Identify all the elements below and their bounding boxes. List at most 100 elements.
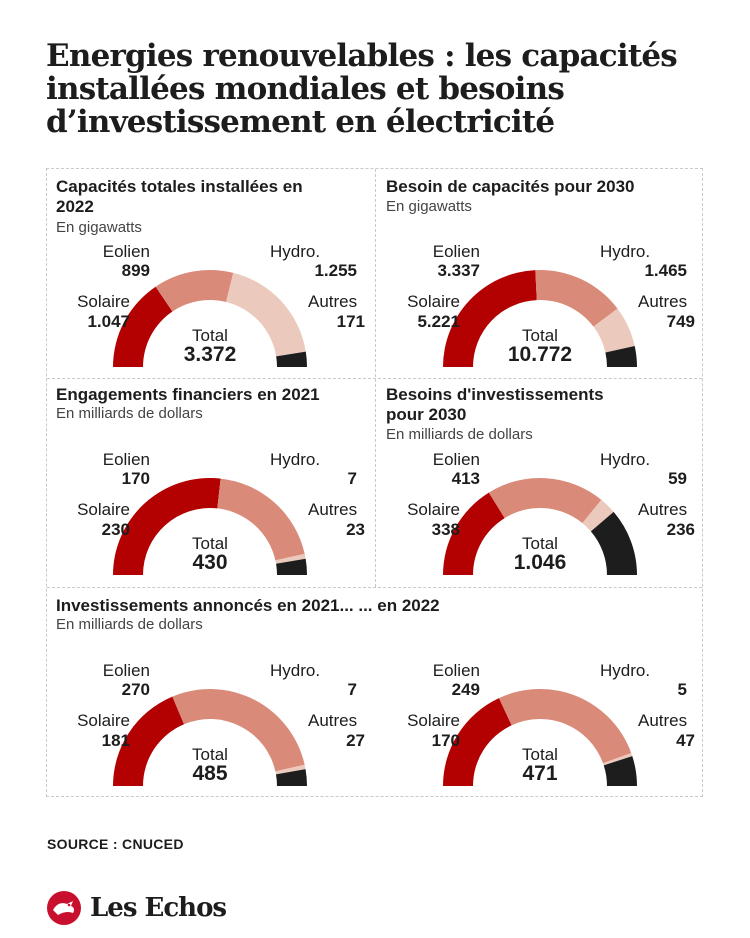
donut-slice-solaire [113, 286, 173, 367]
chart-panel-besoin-2030: Solaire 5.221 Eolien 3.337 Hydro. 1.465 Autres… [376, 240, 704, 380]
donut-slice-autres [275, 769, 307, 786]
les-echos-logo-icon [47, 891, 81, 925]
half-donut-chart [443, 270, 637, 367]
slice-label-solaire: Solaire [77, 711, 130, 730]
panel-subtitle-investissements-annonces: En milliards de dollars [56, 616, 203, 633]
half-donut-chart [113, 270, 307, 367]
donut-slice-autres [603, 756, 637, 786]
slice-value-autres: 749 [666, 312, 695, 331]
chart-panel-engagements-2021: Solaire 230 Eolien 170 Hydro. 7 Autres 23 Total 4… [46, 448, 374, 588]
slice-value-hydro: 7 [347, 680, 357, 699]
half-donut-chart [113, 478, 307, 575]
panel-subtitle-besoins-invest-2030: En milliards de dollars [386, 426, 533, 443]
total-value: 430 [192, 551, 228, 574]
slice-value-solaire: 230 [101, 520, 130, 539]
slice-label-hydro: Hydro. [600, 242, 651, 261]
slice-label-autres: Autres [308, 711, 358, 730]
slice-value-hydro: 1.255 [314, 261, 357, 280]
panel-title-capacites-2022: Capacités totales installées en 2022 [56, 177, 303, 216]
total-label: Total [522, 534, 558, 553]
grid-divider [47, 587, 702, 588]
slice-value-autres: 27 [346, 731, 365, 750]
slice-value-autres: 47 [676, 731, 695, 750]
total-label: Total [192, 326, 228, 345]
slice-label-hydro: Hydro. [600, 661, 651, 680]
slice-value-autres: 236 [666, 520, 695, 539]
half-donut-chart [443, 478, 637, 575]
grid-divider [47, 378, 702, 379]
donut-slice-solaire [443, 492, 505, 575]
total-label: Total [522, 326, 558, 345]
total-label: Total [522, 745, 558, 764]
chart-title: Energies renouvelables : les capacités i… [46, 38, 678, 140]
donut-slice-solaire [443, 270, 537, 367]
total-value: 485 [192, 762, 228, 785]
chart-panel-annonces-2022: Solaire 170 Eolien 249 Hydro. 5 Autres 47 Total 4… [376, 659, 704, 799]
donut-slice-autres [276, 558, 307, 575]
slice-value-autres: 23 [346, 520, 365, 539]
slice-value-autres: 171 [336, 312, 365, 331]
slice-value-eolien: 899 [121, 261, 150, 280]
panel-title-engagements-2021: Engagements financiers en 2021 [56, 385, 320, 404]
total-label: Total [192, 745, 228, 764]
slice-label-hydro: Hydro. [600, 450, 651, 469]
slice-label-eolien: Eolien [432, 450, 480, 469]
slice-label-eolien: Eolien [102, 242, 150, 261]
slice-value-solaire: 170 [431, 731, 460, 750]
slice-value-eolien: 249 [451, 680, 480, 699]
slice-label-hydro: Hydro. [270, 661, 321, 680]
slice-label-hydro: Hydro. [270, 242, 321, 261]
slice-label-solaire: Solaire [77, 500, 130, 519]
total-value: 10.772 [507, 343, 573, 366]
donut-slice-hydro [275, 553, 306, 564]
slice-value-hydro: 1.465 [644, 261, 687, 280]
slice-label-eolien: Eolien [102, 450, 150, 469]
total-value: 3.372 [183, 343, 237, 366]
slice-label-eolien: Eolien [102, 661, 150, 680]
donut-slice-autres [605, 345, 637, 367]
slice-label-solaire: Solaire [77, 292, 130, 311]
total-value: 1.046 [513, 551, 567, 574]
donut-slice-hydro [603, 753, 633, 766]
chart-panel-annonces-2021: Solaire 181 Eolien 270 Hydro. 7 Autres 27 Total 4… [46, 659, 374, 799]
chart-grid [46, 168, 703, 797]
slice-value-hydro: 5 [677, 680, 687, 699]
slice-label-solaire: Solaire [407, 500, 460, 519]
chart-panel-capacites-2022: Solaire 1.047 Eolien 899 Hydro. 1.255 Autres 17… [46, 240, 374, 380]
donut-slice-solaire [113, 696, 185, 786]
panel-title-investissements-annonces: Investissements annoncés en 2021... ... … [56, 596, 440, 615]
slice-value-eolien: 270 [121, 680, 150, 699]
slice-label-eolien: Eolien [432, 661, 480, 680]
slice-value-eolien: 170 [121, 469, 150, 488]
slice-value-solaire: 1.047 [87, 312, 130, 331]
total-label: Total [192, 534, 228, 553]
donut-slice-solaire [443, 698, 512, 786]
slice-value-eolien: 3.337 [437, 261, 480, 280]
slice-value-hydro: 59 [668, 469, 687, 488]
panel-subtitle-capacites-2022: En gigawatts [56, 219, 142, 236]
donut-slice-autres [276, 351, 307, 367]
donut-slice-eolien [172, 689, 305, 772]
slice-label-autres: Autres [308, 500, 358, 519]
donut-slice-hydro [226, 272, 306, 357]
slice-label-autres: Autres [638, 292, 688, 311]
donut-slice-hydro [593, 308, 635, 353]
slice-label-autres: Autres [638, 500, 688, 519]
donut-slice-autres [590, 511, 637, 575]
panel-subtitle-besoin-2030: En gigawatts [386, 198, 472, 215]
slice-value-solaire: 338 [431, 520, 460, 539]
slice-label-hydro: Hydro. [270, 450, 321, 469]
donut-slice-hydro [275, 764, 306, 775]
donut-slice-eolien [155, 270, 234, 312]
chart-panel-besoins-invest-2030: Solaire 338 Eolien 413 Hydro. 59 Autres 236 Tota… [376, 448, 704, 588]
slice-label-eolien: Eolien [432, 242, 480, 261]
source-note: SOURCE : CNUCED [47, 836, 184, 852]
donut-slice-eolien [535, 270, 618, 327]
slice-value-solaire: 181 [101, 731, 130, 750]
brand-logo: Les Echos [46, 890, 227, 926]
slice-label-autres: Autres [638, 711, 688, 730]
slice-label-autres: Autres [308, 292, 358, 311]
panel-title-besoins-invest-2030: Besoins d'investissements pour 2030 [386, 385, 604, 424]
slice-label-solaire: Solaire [407, 292, 460, 311]
panel-subtitle-engagements-2021: En milliards de dollars [56, 405, 203, 422]
